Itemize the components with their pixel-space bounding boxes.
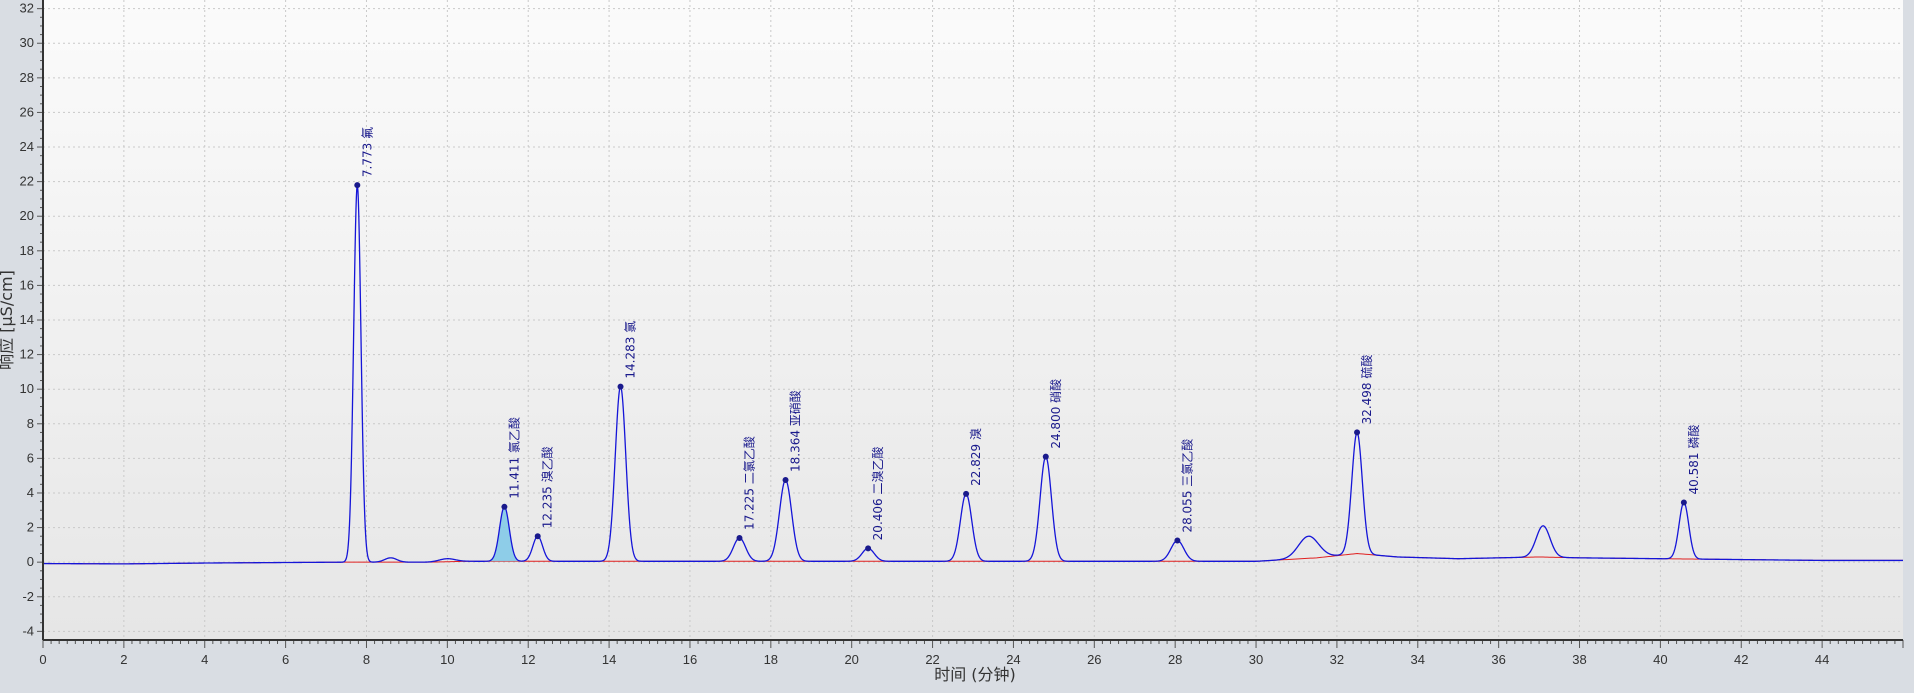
- peak-marker: [1174, 537, 1181, 544]
- peak-label: 18.364 亚硝酸: [788, 390, 803, 472]
- x-tick-label: 14: [602, 652, 616, 667]
- x-tick-label: 0: [39, 652, 46, 667]
- x-tick-label: 30: [1249, 652, 1263, 667]
- peak-labels: 7.773 氟 11.411 氯乙酸 12.235 溴乙酸 14.283 氯 17.22…: [360, 127, 1701, 540]
- y-tick-label: -4: [22, 623, 34, 638]
- x-tick-label: 18: [764, 652, 778, 667]
- x-tick-label: 26: [1087, 652, 1101, 667]
- x-tick-label: 16: [683, 652, 697, 667]
- y-tick-label: 14: [20, 312, 34, 327]
- y-tick-label: 22: [20, 174, 34, 189]
- y-tick-label: 8: [27, 416, 34, 431]
- x-tick-label: 34: [1411, 652, 1425, 667]
- y-tick-label: 0: [27, 554, 34, 569]
- y-tick-label: 26: [20, 104, 34, 119]
- axes: [37, 0, 1904, 648]
- y-tick-label: 32: [20, 1, 34, 16]
- y-tick-label: 10: [20, 381, 34, 396]
- x-tick-label: 10: [440, 652, 454, 667]
- x-tick-label: 44: [1815, 652, 1829, 667]
- peak-fill: [489, 506, 519, 562]
- y-tick-label: 30: [20, 35, 34, 50]
- y-tick-label: -2: [22, 589, 34, 604]
- y-tick-label: 2: [27, 520, 34, 535]
- peak-label: 20.406 二溴乙酸: [870, 447, 885, 541]
- y-tick-label: 12: [20, 347, 34, 362]
- peak-label: 12.235 溴乙酸: [540, 446, 555, 528]
- peak-markers: [354, 182, 1687, 552]
- x-tick-label: 32: [1330, 652, 1344, 667]
- peak-marker: [1354, 429, 1361, 436]
- x-tick-labels: 0 2 4 6 8 10 12 14 16 18 20 22 24 26 28 30 32 34 36 38 40 42 4…: [39, 652, 1829, 667]
- y-tick-label: 24: [20, 139, 34, 154]
- x-tick-label: 6: [282, 652, 289, 667]
- y-tick-label: 18: [20, 243, 34, 258]
- peak-marker: [865, 545, 872, 552]
- y-tick-label: 6: [27, 450, 34, 465]
- integrated-area: [489, 506, 519, 562]
- peak-marker: [1680, 499, 1687, 506]
- x-tick-label: 38: [1572, 652, 1586, 667]
- peak-marker: [963, 490, 970, 497]
- peak-marker: [617, 383, 624, 390]
- x-tick-label: 40: [1653, 652, 1667, 667]
- y-tick-label: 4: [27, 485, 34, 500]
- peak-label: 22.829 溴: [969, 428, 983, 486]
- peak-marker: [736, 534, 743, 541]
- y-tick-label: 28: [20, 70, 34, 85]
- peak-label: 11.411 氯乙酸: [506, 417, 521, 499]
- peak-marker: [1042, 453, 1049, 460]
- peak-label: 17.225 二氯乙酸: [741, 436, 756, 530]
- x-tick-label: 2: [120, 652, 127, 667]
- x-tick-label: 12: [521, 652, 535, 667]
- signal-series: [43, 182, 1903, 565]
- peak-marker: [534, 533, 541, 540]
- y-axis-title: 响应 [µS/cm]: [0, 270, 16, 370]
- x-tick-label: 36: [1491, 652, 1505, 667]
- x-tick-label: 22: [925, 652, 939, 667]
- peak-marker: [501, 503, 508, 510]
- x-tick-label: 8: [363, 652, 370, 667]
- x-axis-title: 时间 (分钟): [934, 665, 1016, 684]
- peak-label: 32.498 硫酸: [1359, 355, 1374, 425]
- peak-label: 24.800 硝酸: [1048, 379, 1063, 449]
- peak-label: 7.773 氟: [360, 127, 374, 177]
- signal-line: [43, 182, 1903, 565]
- peak-label: 14.283 氯: [624, 321, 638, 379]
- x-tick-label: 42: [1734, 652, 1748, 667]
- peak-label: 40.581 磷酸: [1686, 425, 1701, 495]
- peak-marker: [354, 182, 361, 189]
- peak-label: 28.055 三氯乙酸: [1179, 439, 1194, 533]
- y-tick-label: 20: [20, 208, 34, 223]
- x-tick-label: 24: [1006, 652, 1020, 667]
- x-tick-label: 4: [201, 652, 208, 667]
- peak-marker: [782, 477, 789, 483]
- x-tick-label: 20: [844, 652, 858, 667]
- y-tick-label: 16: [20, 277, 34, 292]
- x-tick-label: 28: [1168, 652, 1182, 667]
